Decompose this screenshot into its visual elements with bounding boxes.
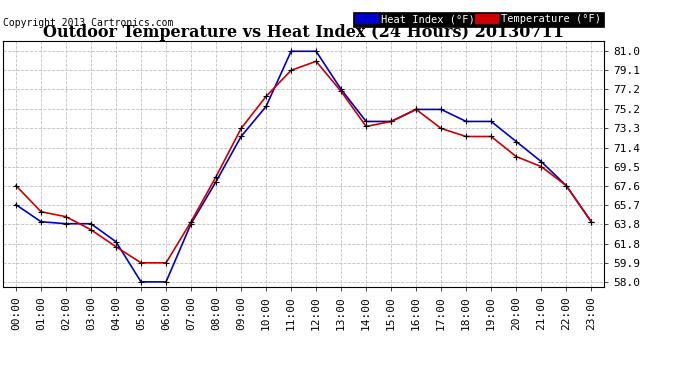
Legend: Heat Index (°F), Temperature (°F): Heat Index (°F), Temperature (°F) bbox=[353, 12, 604, 27]
Title: Outdoor Temperature vs Heat Index (24 Hours) 20130711: Outdoor Temperature vs Heat Index (24 Ho… bbox=[43, 24, 564, 41]
Text: Copyright 2013 Cartronics.com: Copyright 2013 Cartronics.com bbox=[3, 18, 174, 28]
